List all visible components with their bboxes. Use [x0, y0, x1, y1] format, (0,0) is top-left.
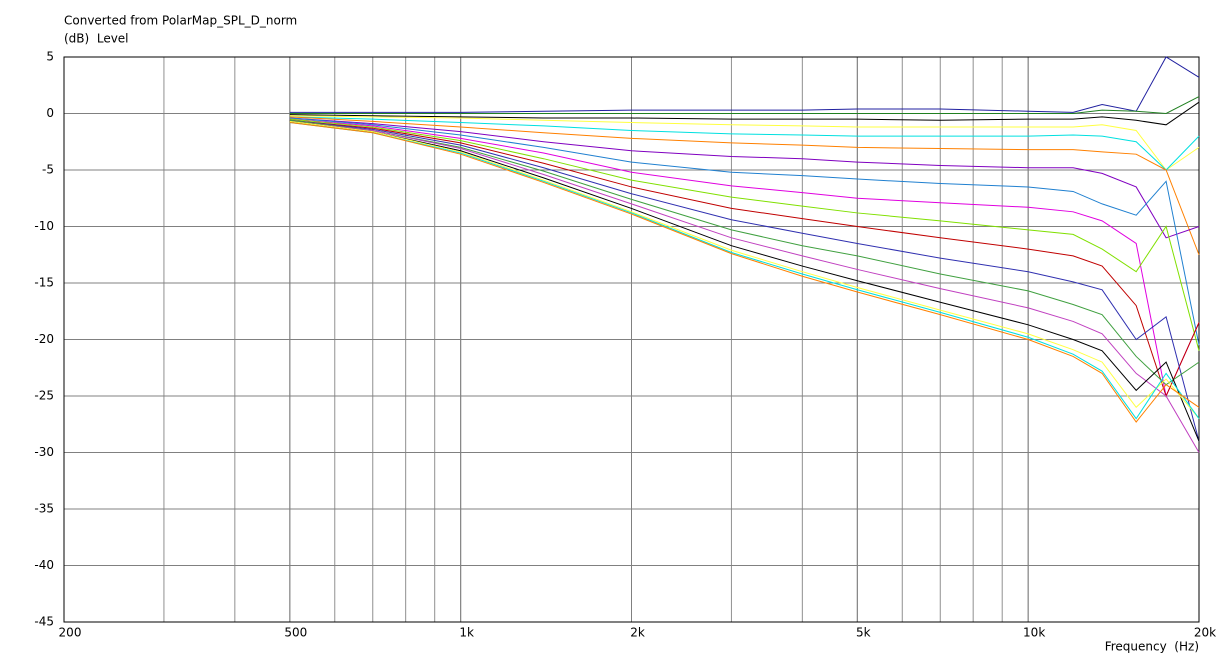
y-tick-label: 0 [46, 106, 54, 120]
x-tick-label: 10k [1023, 626, 1045, 640]
series-line [289, 120, 1200, 453]
series-line [289, 122, 1200, 420]
y-tick-label: -40 [34, 558, 54, 572]
series-line [289, 115, 1200, 171]
y-tick-label: -25 [34, 389, 54, 403]
x-tick-label: 500 [284, 626, 307, 640]
series-line [289, 117, 1200, 239]
y-tick-label: -30 [34, 445, 54, 459]
y-tick-label: 5 [46, 50, 54, 64]
y-tick-label: -10 [34, 219, 54, 233]
x-tick-label: 2k [630, 626, 645, 640]
series-line [289, 119, 1200, 442]
series-line [289, 56, 1200, 113]
series-line [289, 116, 1200, 171]
x-tick-label: 20k [1194, 626, 1216, 640]
x-tick-label: 5k [856, 626, 871, 640]
y-tick-label: -20 [34, 332, 54, 346]
y-tick-label: -5 [42, 163, 54, 177]
y-tick-label: -15 [34, 276, 54, 290]
plot-border [63, 56, 1200, 623]
y-axis-label: (dB) Level [64, 32, 129, 46]
series-line [289, 122, 1200, 423]
series-line [289, 120, 1200, 442]
series-line [289, 116, 1200, 255]
y-tick-label: -35 [34, 502, 54, 516]
series-line [289, 117, 1200, 346]
series-line [289, 101, 1200, 126]
series-line [289, 119, 1200, 398]
series-line [289, 120, 1200, 419]
series-line [289, 119, 1200, 386]
series-line [289, 118, 1200, 351]
x-tick-label: 1k [459, 626, 474, 640]
series-line [289, 118, 1200, 398]
x-tick-label: 200 [59, 626, 82, 640]
y-tick-label: -45 [34, 615, 54, 629]
chart-title: Converted from PolarMap_SPL_D_norm [64, 14, 297, 28]
series-line [289, 96, 1200, 115]
x-axis-label: Frequency (Hz) [1105, 640, 1199, 654]
